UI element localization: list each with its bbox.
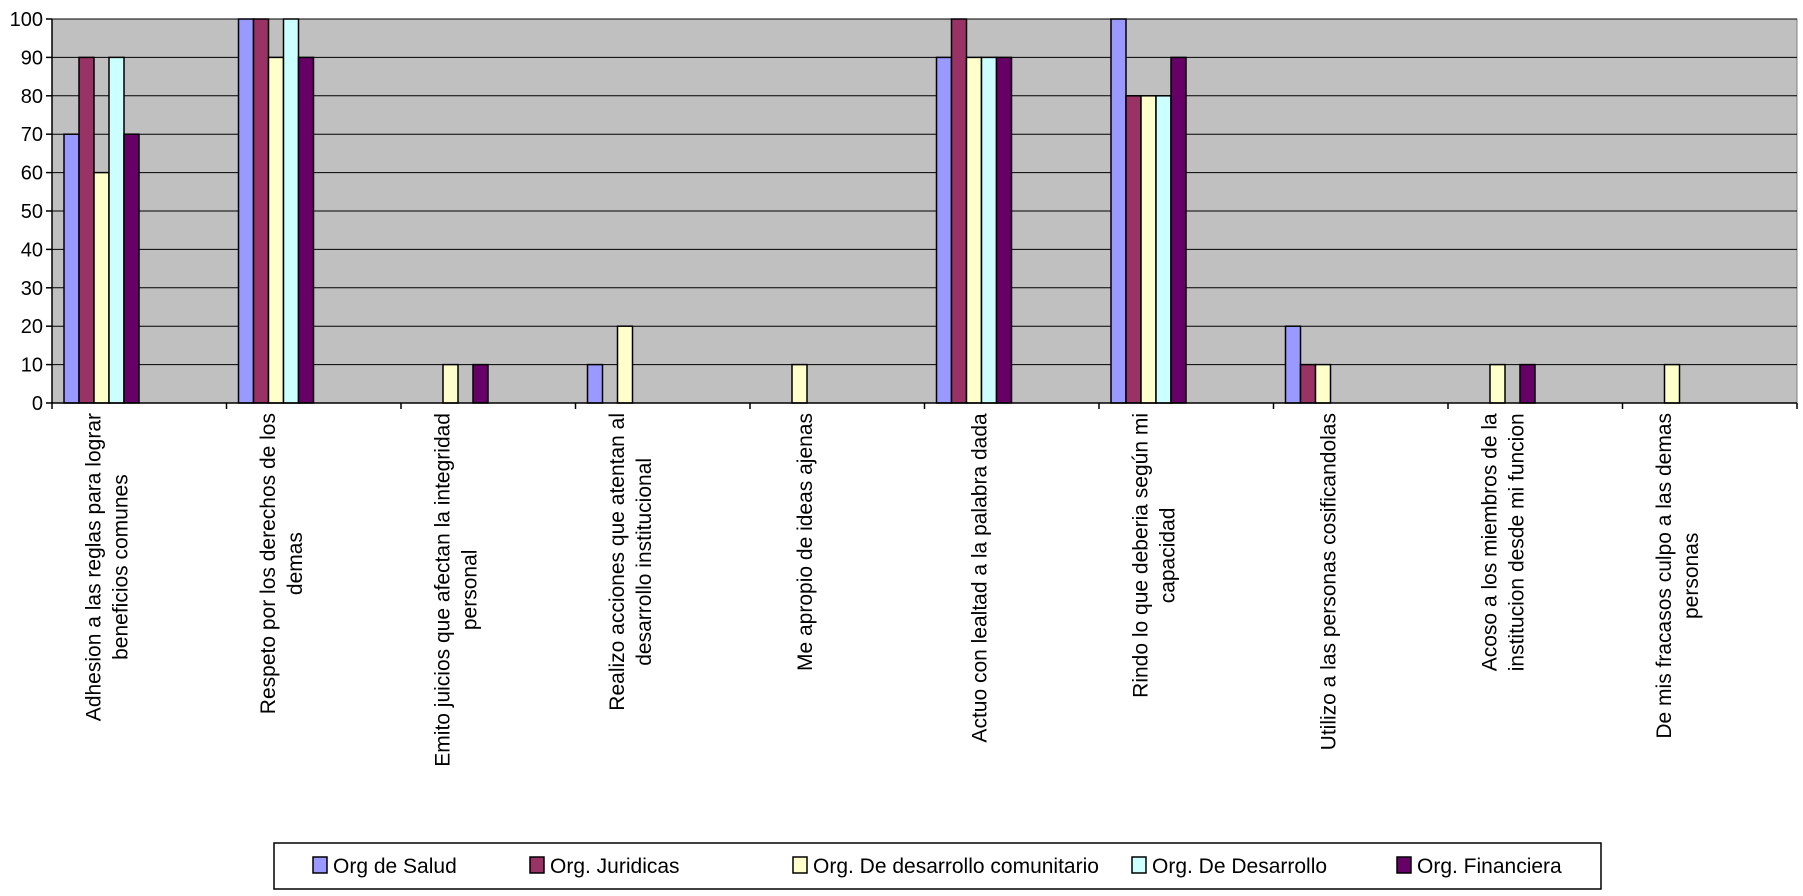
legend-label: Org. Juridicas bbox=[550, 855, 680, 878]
category-label-line: Acoso a los miembros de la bbox=[1479, 413, 1502, 671]
plot-area bbox=[51, 18, 1798, 404]
bar bbox=[950, 18, 968, 404]
legend-label: Org. Financiera bbox=[1417, 855, 1562, 878]
bar bbox=[252, 18, 270, 404]
y-tick-label: 20 bbox=[21, 316, 43, 338]
bar bbox=[63, 133, 80, 404]
y-tick-label: 50 bbox=[21, 201, 43, 223]
y-tick-label: 10 bbox=[21, 355, 43, 377]
category-label-line: desarrollo institucional bbox=[633, 458, 656, 666]
legend-swatch bbox=[792, 856, 808, 874]
category-labels: Adhesion a las reglas para lograr benefic… bbox=[83, 413, 1704, 767]
y-tick-label: 60 bbox=[21, 163, 43, 185]
category-label: Rindo lo que deberia según mi capacidad bbox=[1130, 413, 1180, 698]
bar bbox=[1284, 325, 1302, 404]
bar bbox=[472, 363, 489, 404]
category-label-line: Rindo lo que deberia según mi bbox=[1130, 413, 1153, 698]
category-label: Acoso a los miembros de la institucion de… bbox=[1479, 413, 1529, 671]
bar bbox=[995, 56, 1013, 404]
bar bbox=[1155, 95, 1172, 404]
legend-box bbox=[273, 842, 1602, 890]
bar bbox=[108, 56, 125, 404]
bar bbox=[980, 56, 998, 404]
y-tick-label: 40 bbox=[21, 239, 43, 261]
category-label-line: institucion desde mi funcion bbox=[1506, 413, 1529, 671]
bar bbox=[791, 363, 808, 404]
legend-label: Org. De Desarrollo bbox=[1152, 855, 1327, 878]
category-label: Utilizo a las personas cosificandolas bbox=[1318, 413, 1341, 750]
category-label: Me apropio de ideas ajenas bbox=[794, 413, 817, 671]
bar bbox=[237, 18, 255, 404]
legend-label: Org de Salud bbox=[333, 855, 457, 878]
legend-swatch bbox=[529, 856, 545, 874]
bar bbox=[442, 363, 459, 404]
category-label-line: De mis fracasos culpo a las demas bbox=[1653, 413, 1676, 739]
y-tick-label: 70 bbox=[21, 124, 43, 146]
bar bbox=[93, 171, 110, 404]
bar bbox=[1110, 18, 1127, 404]
bar bbox=[935, 56, 953, 404]
bar bbox=[1663, 363, 1681, 404]
bar bbox=[267, 56, 285, 404]
category-label-line: Actuo con lealtad a la palabra dada bbox=[969, 413, 992, 743]
bar bbox=[1519, 363, 1536, 404]
y-tick-label: 30 bbox=[21, 278, 43, 300]
bar bbox=[123, 133, 140, 404]
category-label-line: Respeto por los derechos de los bbox=[257, 413, 280, 714]
bar bbox=[1170, 56, 1187, 404]
bar bbox=[78, 56, 95, 404]
legend-label: Org. De desarrollo comunitario bbox=[813, 855, 1099, 878]
y-tick-label: 80 bbox=[21, 86, 43, 108]
category-label: Actuo con lealtad a la palabra dada bbox=[969, 413, 992, 743]
category-label-line: capacidad bbox=[1157, 508, 1180, 604]
category-label-line: Emito juicios que afectan la integridad bbox=[432, 413, 455, 767]
category-label: Respeto por los derechos de los demas bbox=[257, 413, 307, 714]
category-label-line: beneficios comunes bbox=[110, 474, 133, 660]
bar bbox=[586, 363, 604, 404]
y-tick-label: 100 bbox=[10, 9, 43, 31]
category-label-line: Adhesion a las reglas para lograr bbox=[83, 413, 106, 721]
legend: Org de Salud Org. Juridicas Org. De desarr… bbox=[273, 842, 1602, 890]
category-label-line: personas bbox=[1680, 533, 1703, 619]
bar bbox=[1140, 95, 1157, 404]
y-tick-label: 0 bbox=[32, 393, 43, 415]
category-label: Adhesion a las reglas para lograr benefic… bbox=[83, 413, 133, 721]
legend-swatch bbox=[1131, 856, 1147, 874]
category-label: Emito juicios que afectan la integridad p… bbox=[432, 413, 482, 767]
category-label-line: Me apropio de ideas ajenas bbox=[794, 413, 817, 671]
category-label-line: demas bbox=[284, 532, 307, 595]
bar bbox=[1314, 363, 1332, 404]
bar bbox=[1489, 363, 1506, 404]
bar bbox=[1125, 95, 1142, 404]
legend-swatch bbox=[312, 856, 328, 874]
category-label-line: personal bbox=[459, 550, 482, 631]
category-label-line: Realizo acciones que atentan al bbox=[606, 413, 629, 711]
category-label-line: Utilizo a las personas cosificandolas bbox=[1318, 413, 1341, 750]
bar bbox=[282, 18, 300, 404]
bar bbox=[297, 56, 315, 404]
legend-swatch bbox=[1396, 856, 1412, 874]
y-tick-label: 90 bbox=[21, 47, 43, 69]
bar bbox=[1299, 363, 1317, 404]
category-label: Realizo acciones que atentan al desarroll… bbox=[606, 413, 656, 711]
bar bbox=[616, 325, 634, 404]
category-label: De mis fracasos culpo a las demas persona… bbox=[1653, 413, 1703, 739]
axes: 0 10 20 30 40 50 60 70 80 90 100 bbox=[10, 9, 1798, 415]
bar bbox=[965, 56, 983, 404]
